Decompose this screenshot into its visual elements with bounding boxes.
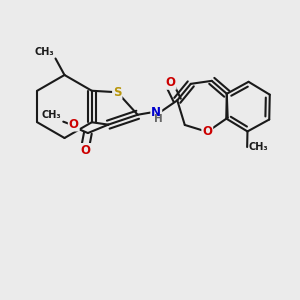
Text: O: O <box>166 76 176 89</box>
Text: CH₃: CH₃ <box>34 47 54 57</box>
Text: CH₃: CH₃ <box>249 142 268 152</box>
Text: O: O <box>69 118 79 130</box>
Text: N: N <box>151 106 161 119</box>
Text: O: O <box>202 125 212 138</box>
Text: CH₃: CH₃ <box>41 110 61 120</box>
Text: S: S <box>113 86 122 99</box>
Text: O: O <box>80 144 91 157</box>
Text: H: H <box>154 114 163 124</box>
